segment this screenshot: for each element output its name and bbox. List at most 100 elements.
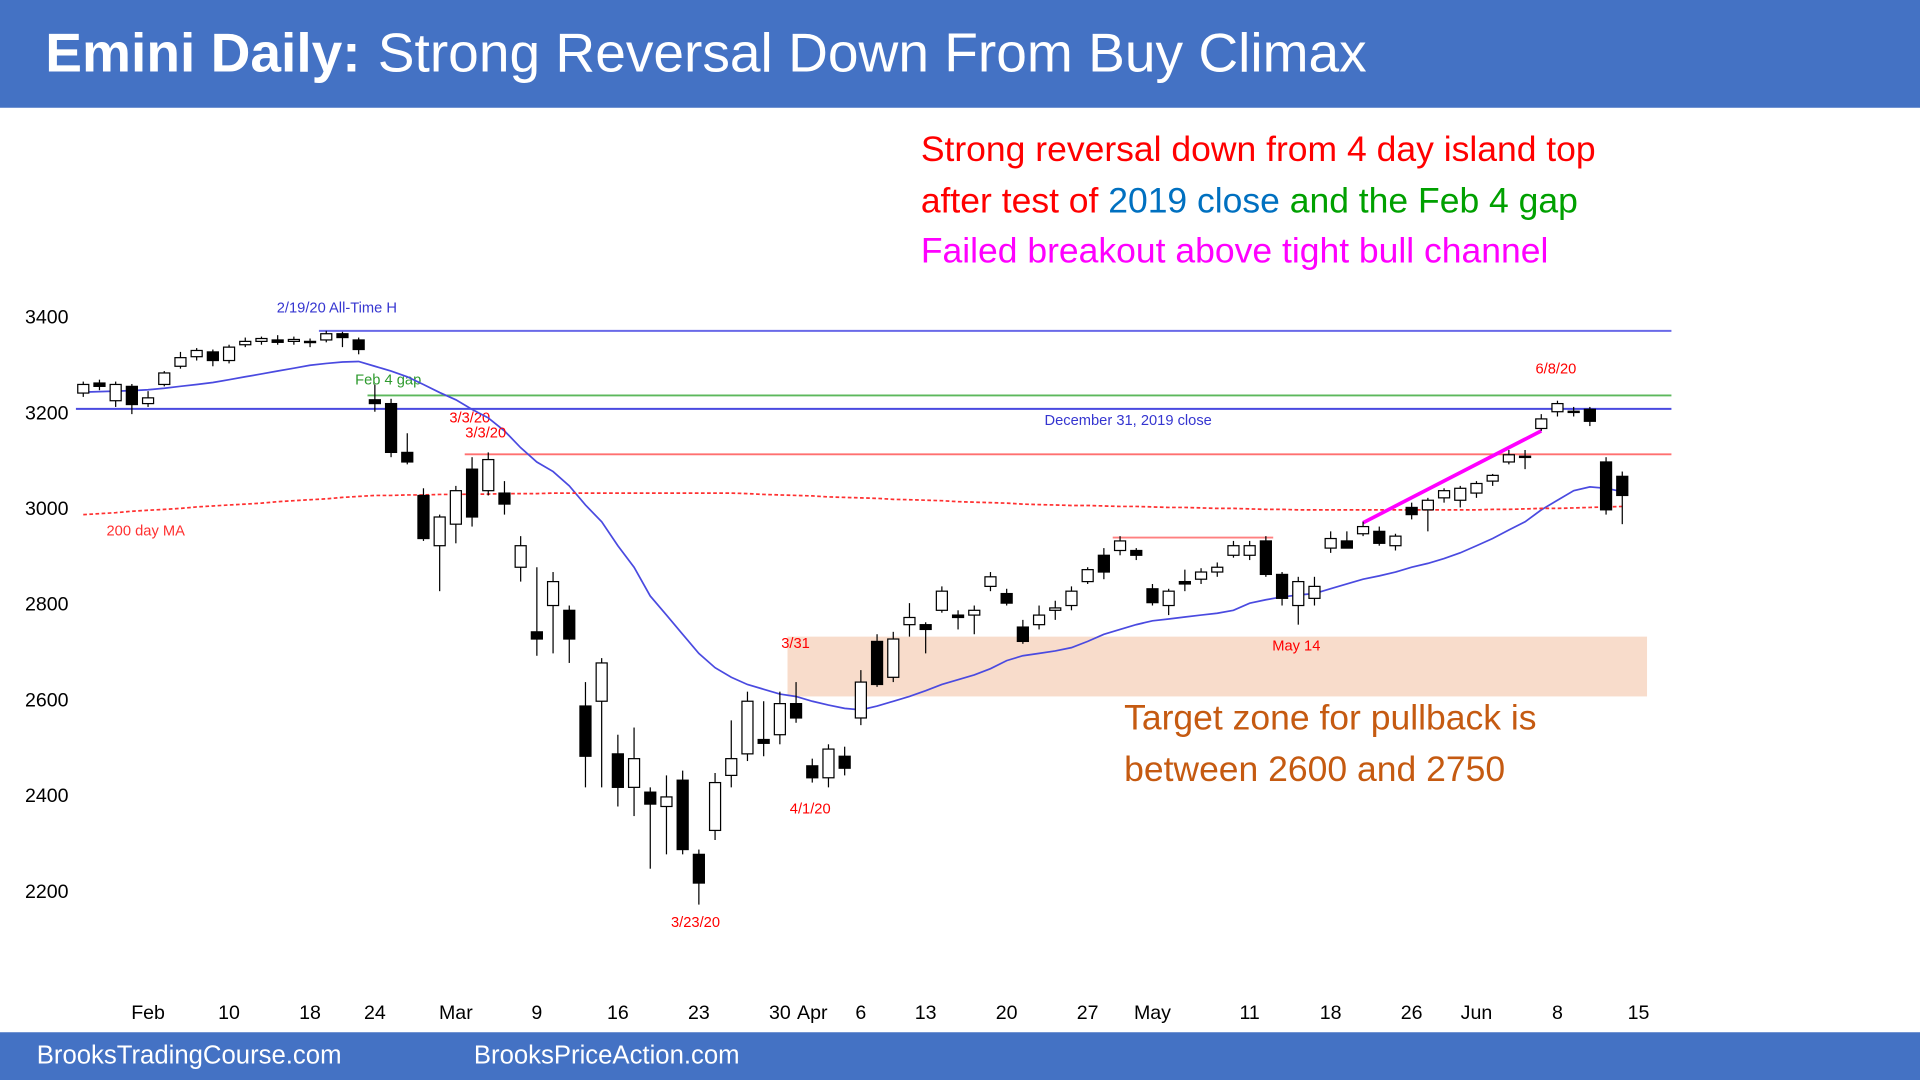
candle-body	[1421, 499, 1434, 511]
candle-body	[1194, 571, 1208, 580]
candle-body	[449, 490, 462, 525]
y-tick-label: 2400	[25, 785, 69, 807]
candle-body	[919, 624, 932, 631]
x-tick-label: 27	[1077, 1002, 1099, 1024]
candle-body	[887, 638, 900, 678]
plot: Target zone for pullback is between 2600 …	[25, 300, 1672, 1024]
candle-body	[320, 333, 333, 341]
candle-body	[1016, 626, 1029, 643]
x-tick-label: 11	[1240, 1002, 1260, 1024]
candle-body	[303, 340, 317, 344]
candle-body	[1146, 588, 1159, 604]
candle-body	[611, 753, 624, 788]
x-tick-label: Feb	[131, 1002, 165, 1024]
x-tick-label: 20	[996, 1002, 1018, 1024]
annotation: 3/31	[781, 636, 810, 652]
candle-body	[125, 385, 138, 406]
x-tick-label: 18	[299, 1002, 321, 1024]
candle-body	[1211, 566, 1224, 573]
candle-body	[239, 340, 252, 346]
candle-body	[1583, 408, 1596, 422]
candle-body	[1405, 506, 1418, 516]
candle-body	[141, 397, 155, 405]
candle-body	[1275, 573, 1289, 599]
x-tick-label: 8	[1552, 1002, 1563, 1024]
candle-body	[1616, 475, 1629, 497]
candle-body	[222, 346, 236, 362]
candle-body	[951, 614, 965, 619]
level-label: 3/3/20	[449, 411, 490, 427]
candle-body	[1340, 540, 1353, 549]
candle-body	[644, 791, 657, 805]
candle-body	[1599, 461, 1613, 511]
y-tick-label: 2800	[25, 594, 69, 616]
candle-body	[433, 516, 446, 547]
candle-body	[336, 333, 349, 339]
candle-body	[1032, 614, 1046, 626]
candle-body	[1292, 580, 1305, 607]
footer-link: BrooksTradingCourse.com	[37, 1042, 342, 1070]
candle-body	[93, 382, 106, 387]
candle-body	[190, 349, 203, 358]
candle-body	[109, 383, 122, 402]
candle-body	[482, 458, 495, 492]
candle-body	[530, 631, 543, 640]
candle-body	[401, 451, 414, 463]
title-rest: Strong Reversal Down From Buy Climax	[378, 21, 1367, 83]
candle-body	[1259, 540, 1272, 576]
candle-body	[822, 748, 835, 779]
candle-body	[1243, 545, 1256, 556]
annotation: 3/23/20	[671, 915, 720, 931]
title: Emini Daily: Strong Reversal Down From Bu…	[45, 21, 1366, 83]
annotation: May 14	[1272, 638, 1320, 654]
candle-body	[692, 853, 705, 884]
candle-body	[77, 383, 90, 394]
candle-body	[676, 779, 689, 851]
footer-band	[0, 1032, 1920, 1080]
candle-body	[1162, 590, 1175, 607]
x-tick-label: 15	[1628, 1002, 1650, 1024]
target-note: between 2600 and 2750	[1124, 749, 1505, 789]
candle-body	[206, 351, 219, 362]
candle-body	[789, 703, 803, 719]
annotation: 6/8/20	[1536, 362, 1577, 378]
candle-body	[1324, 537, 1337, 549]
y-tick-label: 3000	[25, 498, 69, 520]
candle-body	[158, 372, 171, 386]
x-tick-label: 6	[855, 1002, 866, 1024]
candle-body	[984, 576, 997, 587]
x-tick-label: 18	[1320, 1002, 1342, 1024]
candle-body	[1470, 482, 1483, 494]
target-zone	[787, 636, 1648, 697]
headline-span: 2019 close	[1108, 181, 1280, 221]
candle-body	[1551, 402, 1564, 413]
annotation: 4/1/20	[790, 801, 831, 817]
candle-body	[903, 616, 916, 626]
annotation: 3/3/20	[465, 425, 506, 441]
candle-body	[1227, 545, 1240, 556]
candle-body	[1000, 592, 1013, 604]
x-tick-label: 10	[218, 1002, 240, 1024]
target-note: Target zone for pullback is	[1124, 697, 1536, 737]
candle-body	[708, 781, 722, 832]
channel-line	[1362, 429, 1543, 525]
y-tick-label: 3200	[25, 402, 69, 424]
candle-body	[935, 590, 948, 611]
candle-body	[1308, 585, 1321, 599]
headline: after test of 2019 close and the Feb 4 gap	[921, 181, 1578, 221]
headline-span: after test of	[921, 181, 1099, 221]
candle-body	[1486, 474, 1499, 482]
candle-body	[271, 339, 284, 343]
headline-span: Failed breakout above tight bull channel	[921, 231, 1549, 271]
candle-body	[1081, 569, 1094, 583]
candle-body	[498, 492, 511, 505]
candle-body	[174, 357, 187, 367]
candle-body	[968, 609, 981, 616]
candle-body	[627, 758, 641, 788]
candle-body	[368, 399, 381, 405]
x-tick-label: Mar	[439, 1002, 473, 1024]
candle-body	[287, 338, 300, 342]
candle-body	[465, 468, 479, 518]
